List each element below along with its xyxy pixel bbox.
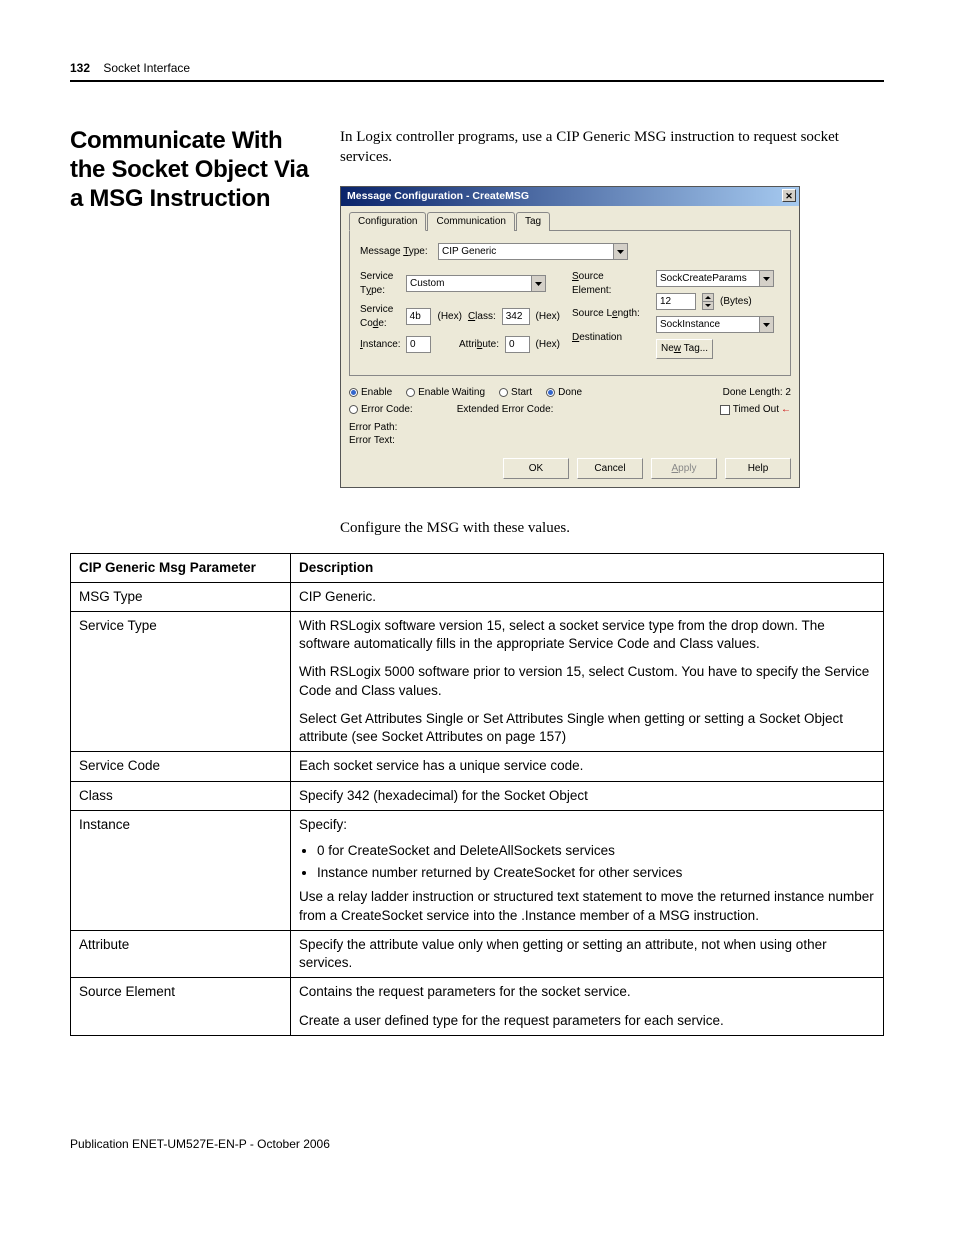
desc-cell: Contains the request parameters for the … bbox=[291, 978, 884, 1035]
msg-type-combo[interactable]: CIP Generic bbox=[438, 243, 628, 260]
param-cell: Class bbox=[71, 781, 291, 810]
table-row: Source Element Contains the request para… bbox=[71, 978, 884, 1035]
source-length-label: Source Length: bbox=[572, 307, 644, 321]
table-row: MSG Type CIP Generic. bbox=[71, 582, 884, 611]
cancel-button[interactable]: Cancel bbox=[577, 458, 643, 480]
attribute-label: Attribute: bbox=[459, 338, 499, 352]
new-tag-button[interactable]: New Tag... bbox=[656, 339, 713, 359]
error-text-label: Error Text: bbox=[349, 434, 791, 448]
destination-value: SockInstance bbox=[660, 318, 720, 332]
service-code-label: ServiceCode: bbox=[360, 303, 400, 330]
service-type-label: Service Type: bbox=[360, 270, 400, 297]
param-cell: Service Code bbox=[71, 752, 291, 781]
radio-enable-waiting: Enable Waiting bbox=[406, 386, 485, 400]
footer-text: Publication ENET-UM527E-EN-P - October 2… bbox=[70, 1136, 884, 1152]
class-label: Class: bbox=[468, 310, 496, 324]
table-header-param: CIP Generic Msg Parameter bbox=[71, 553, 291, 582]
close-icon[interactable]: ✕ bbox=[782, 189, 796, 202]
chevron-down-icon bbox=[531, 276, 545, 291]
param-cell: Source Element bbox=[71, 978, 291, 1035]
class-input[interactable]: 342 bbox=[502, 308, 530, 325]
chevron-down-icon bbox=[759, 271, 773, 286]
tab-configuration[interactable]: Configuration bbox=[349, 212, 426, 232]
param-cell: Instance bbox=[71, 810, 291, 930]
desc-cell: Each socket service has a unique service… bbox=[291, 752, 884, 781]
desc-cell: With RSLogix software version 15, select… bbox=[291, 612, 884, 752]
error-path-label: Error Path: bbox=[349, 421, 791, 435]
param-cell: MSG Type bbox=[71, 582, 291, 611]
desc-cell: Specify 342 (hexadecimal) for the Socket… bbox=[291, 781, 884, 810]
section-title: Communicate With the Socket Object Via a… bbox=[70, 127, 310, 213]
table-row: Service Type With RSLogix software versi… bbox=[71, 612, 884, 752]
tab-communication[interactable]: Communication bbox=[427, 212, 514, 232]
msg-type-label: Message Type: bbox=[360, 245, 432, 259]
table-header-desc: Description bbox=[291, 553, 884, 582]
done-length: Done Length: 2 bbox=[723, 386, 791, 400]
radio-error-code: Error Code: bbox=[349, 403, 413, 417]
message-config-dialog: Message Configuration - CreateMSG ✕ Conf… bbox=[340, 186, 800, 489]
intro-text: In Logix controller programs, use a CIP … bbox=[340, 127, 884, 168]
page-header: 132 Socket Interface bbox=[70, 60, 884, 82]
tab-tag[interactable]: Tag bbox=[516, 212, 550, 232]
tab-panel: Message Type: CIP Generic Service Type: bbox=[349, 230, 791, 376]
chevron-down-icon bbox=[759, 317, 773, 332]
parameter-table: CIP Generic Msg Parameter Description MS… bbox=[70, 553, 884, 1036]
attribute-input[interactable]: 0 bbox=[505, 336, 530, 353]
apply-button[interactable]: Apply bbox=[651, 458, 717, 480]
bytes-label: (Bytes) bbox=[720, 295, 752, 309]
dialog-titlebar: Message Configuration - CreateMSG ✕ bbox=[341, 187, 799, 206]
destination-combo[interactable]: SockInstance bbox=[656, 316, 774, 333]
desc-cell: Specify the attribute value only when ge… bbox=[291, 930, 884, 977]
param-cell: Service Type bbox=[71, 612, 291, 752]
destination-label: Destination bbox=[572, 331, 644, 345]
service-type-value: Custom bbox=[410, 277, 444, 291]
timed-out: Timed Out← bbox=[720, 403, 791, 417]
hex-label-2: (Hex) bbox=[536, 310, 560, 324]
instance-label: Instance: bbox=[360, 338, 400, 352]
dialog-title: Message Configuration - CreateMSG bbox=[347, 189, 529, 203]
instance-input[interactable]: 0 bbox=[406, 336, 431, 353]
source-element-label: Source Element: bbox=[572, 270, 644, 297]
table-row: Instance Specify: 0 for CreateSocket and… bbox=[71, 810, 884, 930]
service-type-combo[interactable]: Custom bbox=[406, 275, 546, 292]
table-row: Service Code Each socket service has a u… bbox=[71, 752, 884, 781]
table-row: Class Specify 342 (hexadecimal) for the … bbox=[71, 781, 884, 810]
source-element-value: SockCreateParams bbox=[660, 272, 747, 286]
page-number: 132 bbox=[70, 61, 90, 75]
configure-text: Configure the MSG with these values. bbox=[340, 518, 884, 538]
param-cell: Attribute bbox=[71, 930, 291, 977]
chevron-down-icon bbox=[613, 244, 627, 259]
service-code-input[interactable]: 4b bbox=[406, 308, 432, 325]
ok-button[interactable]: OK bbox=[503, 458, 569, 480]
radio-start: Start bbox=[499, 386, 532, 400]
msg-type-value: CIP Generic bbox=[442, 245, 496, 259]
hex-label-3: (Hex) bbox=[536, 338, 560, 352]
radio-enable: Enable bbox=[349, 386, 392, 400]
source-element-combo[interactable]: SockCreateParams bbox=[656, 270, 774, 287]
radio-done: Done bbox=[546, 386, 582, 400]
hex-label: (Hex) bbox=[437, 310, 461, 324]
desc-cell: CIP Generic. bbox=[291, 582, 884, 611]
header-section: Socket Interface bbox=[103, 61, 190, 75]
source-length-input[interactable]: 12 bbox=[656, 293, 696, 310]
status-row: Enable Enable Waiting Start Done Done Le… bbox=[349, 386, 791, 400]
desc-cell: Specify: 0 for CreateSocket and DeleteAl… bbox=[291, 810, 884, 930]
ext-error-label: Extended Error Code: bbox=[457, 403, 554, 417]
help-button[interactable]: Help bbox=[725, 458, 791, 480]
spin-buttons[interactable] bbox=[702, 293, 714, 310]
dialog-tabs: Configuration Communication Tag bbox=[349, 212, 791, 232]
table-row: Attribute Specify the attribute value on… bbox=[71, 930, 884, 977]
